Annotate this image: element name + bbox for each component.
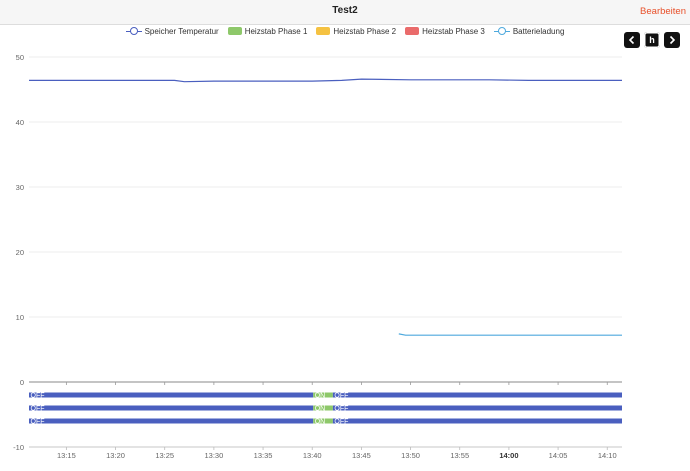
y-tick-label: 20 [16, 248, 24, 257]
x-tick-label: 13:35 [254, 451, 273, 460]
legend-item-heizstab-phase-2[interactable]: Heizstab Phase 2 [316, 27, 396, 36]
state-label: OFF [31, 406, 45, 413]
state-label: OFF [334, 393, 348, 400]
legend-item-heizstab-phase-3[interactable]: Heizstab Phase 3 [405, 27, 485, 36]
title-bar: Test2 Bearbeiten [0, 0, 690, 25]
y-tick-label: -10 [13, 443, 24, 452]
state-label: OFF [334, 406, 348, 413]
state-segment-off [29, 392, 314, 398]
legend-label: Speicher Temperatur [144, 26, 219, 36]
x-tick-label: 13:55 [450, 451, 469, 460]
x-tick-label: 13:40 [303, 451, 322, 460]
x-tick-label: 14:10 [598, 451, 617, 460]
x-tick-label: 13:15 [57, 451, 76, 460]
legend-box-marker-icon [405, 27, 420, 35]
previous-period-button[interactable] [624, 32, 640, 48]
state-segment-off [332, 418, 622, 424]
period-label: h [649, 35, 655, 45]
legend-label: Heizstab Phase 3 [422, 26, 485, 36]
y-tick-label: 0 [20, 378, 24, 387]
next-period-button[interactable] [664, 32, 680, 48]
x-tick-label: 13:20 [106, 451, 125, 460]
series-line-speicher-temperatur [29, 78, 622, 83]
state-segment-on [313, 392, 333, 398]
legend-label: Batterieladung [512, 26, 565, 36]
x-tick-label: 13:50 [401, 451, 420, 460]
legend-line-marker-icon [493, 27, 510, 35]
y-axis-ticks: 50 40 30 20 10 0 -10 [13, 53, 24, 452]
y-tick-label: 50 [16, 53, 24, 62]
state-label: OFF [334, 419, 348, 426]
state-label: ON [315, 406, 326, 413]
legend-box-marker-icon [227, 27, 242, 35]
chart-legend: Speicher Temperatur Heizstab Phase 1 Hei… [0, 24, 690, 38]
state-segment-off [29, 418, 314, 424]
y-tick-label: 40 [16, 118, 24, 127]
period-selector-button[interactable]: h [644, 32, 660, 48]
chevron-left-icon [628, 35, 635, 45]
legend-label: Heizstab Phase 1 [244, 26, 308, 36]
edit-button[interactable]: Bearbeiten [640, 6, 686, 17]
y-tick-label: 30 [16, 183, 24, 192]
y-tick-label: 10 [16, 313, 24, 322]
series-line-batterieladung [398, 333, 622, 336]
legend-label: Heizstab Phase 2 [333, 26, 397, 36]
legend-item-batterieladung[interactable]: Batterieladung [493, 26, 565, 36]
legend-item-heizstab-phase-1[interactable]: Heizstab Phase 1 [227, 26, 308, 36]
legend-item-speicher-temperatur[interactable]: Speicher Temperatur [125, 26, 219, 36]
legend-box-marker-icon [316, 27, 331, 35]
x-tick-label: 13:25 [155, 451, 174, 460]
x-tick-label: 13:30 [204, 451, 223, 460]
state-segment-on [313, 405, 333, 411]
state-segment-on [313, 418, 333, 424]
grid-lines [29, 56, 622, 448]
chart-series [29, 78, 622, 336]
x-axis: 13:15 13:20 13:25 13:30 13:35 13:40 13:45 13:50… [29, 382, 622, 460]
x-tick-label: 13:45 [352, 451, 371, 460]
legend-line-marker-icon [125, 27, 142, 35]
state-label: ON [315, 419, 326, 426]
x-tick-label: 14:05 [549, 451, 568, 460]
state-segment-off [29, 405, 314, 411]
state-tracks: OFF ON OFF OFF ON OFF OFF ON OFF [29, 392, 622, 426]
state-label: OFF [31, 393, 45, 400]
page-title: Test2 [332, 5, 358, 16]
state-label: OFF [31, 419, 45, 426]
x-tick-label: 14:00 [499, 451, 518, 460]
state-segment-off [332, 392, 622, 398]
chevron-right-icon [669, 35, 676, 45]
state-segment-off [332, 405, 622, 411]
state-label: ON [315, 393, 326, 400]
